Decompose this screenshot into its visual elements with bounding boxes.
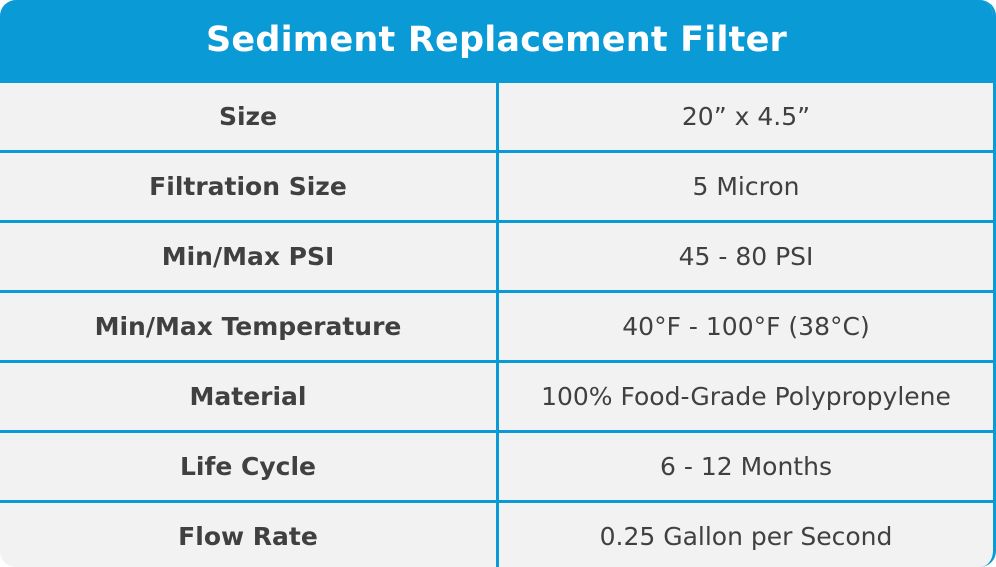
row-label: Material: [0, 363, 499, 430]
row-value: 5 Micron: [692, 172, 800, 201]
table-row: Min/Max Temperature 40°F - 100°F (38°C): [0, 290, 993, 360]
table-title: Sediment Replacement Filter: [206, 20, 787, 60]
table-header: Sediment Replacement Filter: [0, 0, 993, 80]
table-row: Size 20” x 4.5”: [0, 80, 993, 150]
row-label: Filtration Size: [0, 153, 499, 220]
row-label: Min/Max PSI: [0, 223, 499, 290]
table-row: Filtration Size 5 Micron: [0, 150, 993, 220]
table-row: Flow Rate 0.25 Gallon per Second: [0, 500, 993, 567]
table-row: Life Cycle 6 - 12 Months: [0, 430, 993, 500]
row-label: Min/Max Temperature: [0, 293, 499, 360]
row-label: Life Cycle: [0, 433, 499, 500]
table-row: Material 100% Food-Grade Polypropylene: [0, 360, 993, 430]
row-value: 20” x 4.5”: [681, 102, 811, 131]
row-label: Flow Rate: [0, 503, 499, 567]
row-value: 45 - 80 PSI: [678, 242, 814, 271]
row-label: Size: [0, 83, 499, 150]
row-value: 40°F - 100°F (38°C): [622, 312, 870, 341]
row-value: 100% Food-Grade Polypropylene: [541, 382, 951, 411]
row-value: 0.25 Gallon per Second: [599, 522, 893, 551]
table-row: Min/Max PSI 45 - 80 PSI: [0, 220, 993, 290]
row-value: 6 - 12 Months: [660, 452, 832, 481]
